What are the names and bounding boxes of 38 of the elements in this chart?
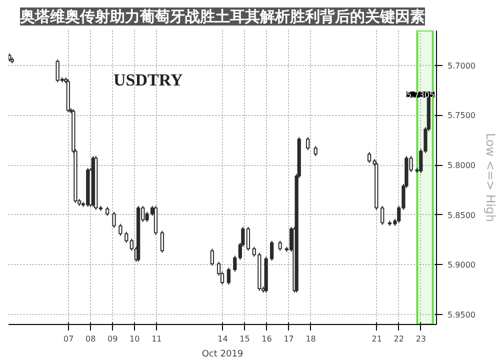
x-tick-label: 23 — [416, 334, 426, 344]
candlestick — [112, 211, 116, 228]
candlestick — [380, 205, 384, 226]
candlestick — [145, 211, 149, 222]
y-tick-label: 5.9500 — [448, 310, 476, 320]
x-tick-label: 21 — [372, 334, 382, 344]
candlestick — [270, 240, 274, 262]
candlestick — [278, 240, 282, 252]
x-tick-label: 07 — [64, 334, 74, 344]
y-tick-label: 5.7000 — [448, 61, 476, 70]
y-axis-title: Low <=> High — [483, 133, 498, 222]
y-tick-label: 5.8000 — [448, 161, 476, 170]
candlestick — [246, 226, 250, 252]
x-tick-label: 18 — [306, 334, 316, 344]
y-tick-label: 5.8500 — [448, 210, 476, 220]
candlestick — [233, 255, 237, 272]
y-tick-label: 5.7500 — [448, 111, 476, 120]
x-tick-label: 15 — [240, 334, 250, 344]
candlestick — [118, 223, 122, 236]
candlestick — [124, 231, 128, 244]
candlestick — [226, 267, 231, 286]
candlestick — [160, 230, 164, 254]
x-tick-label: 10 — [130, 334, 140, 344]
candlestick — [306, 136, 310, 151]
x-tick-label: 17 — [284, 334, 294, 344]
annotation: 5.7305 — [406, 90, 435, 100]
candlestick — [210, 248, 214, 266]
chart-title: 奥塔维奥传射助力葡萄牙战胜土耳其解析胜利背后的关键因素 — [19, 8, 425, 26]
y-tick-label: 5.9000 — [448, 260, 476, 270]
x-tick-label: 14 — [218, 334, 228, 344]
x-tick-label: 16 — [262, 334, 272, 344]
x-tick-label: 08 — [86, 334, 96, 344]
x-tick-label: 09 — [108, 334, 118, 344]
candlestick — [314, 146, 318, 157]
x-tick-label: 11 — [152, 334, 162, 344]
x-tick-label: 22 — [394, 334, 404, 344]
x-axis-title: Oct 2019 — [202, 350, 244, 360]
annotation: USDTRY — [114, 70, 183, 90]
